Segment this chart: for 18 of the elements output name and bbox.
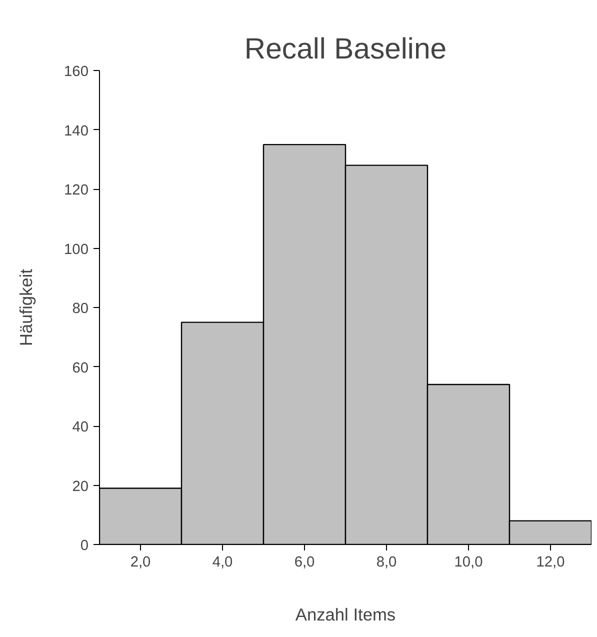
y-tick-label: 40 xyxy=(72,420,89,436)
y-tick-label: 120 xyxy=(64,182,89,198)
x-tick-label: 8,0 xyxy=(376,554,397,570)
chart-title: Recall Baseline xyxy=(244,32,447,66)
y-axis-title: Häufigkeit xyxy=(16,268,36,346)
y-tick-label: 60 xyxy=(72,360,89,376)
x-tick-label: 10,0 xyxy=(454,554,483,570)
y-tick-label: 20 xyxy=(72,478,89,495)
x-tick-label: 6,0 xyxy=(294,554,315,570)
y-tick-label: 160 xyxy=(64,64,89,80)
y-tick-label: 100 xyxy=(64,242,89,258)
y-tick-label: 80 xyxy=(72,301,89,317)
x-tick-label: 12,0 xyxy=(536,554,565,570)
x-tick-label: 2,0 xyxy=(130,554,151,570)
y-tick-label: 0 xyxy=(80,538,89,554)
x-tick-label: 4,0 xyxy=(212,554,233,570)
x-axis-title: Anzahl Items xyxy=(295,604,396,624)
y-tick-label: 140 xyxy=(64,123,89,140)
